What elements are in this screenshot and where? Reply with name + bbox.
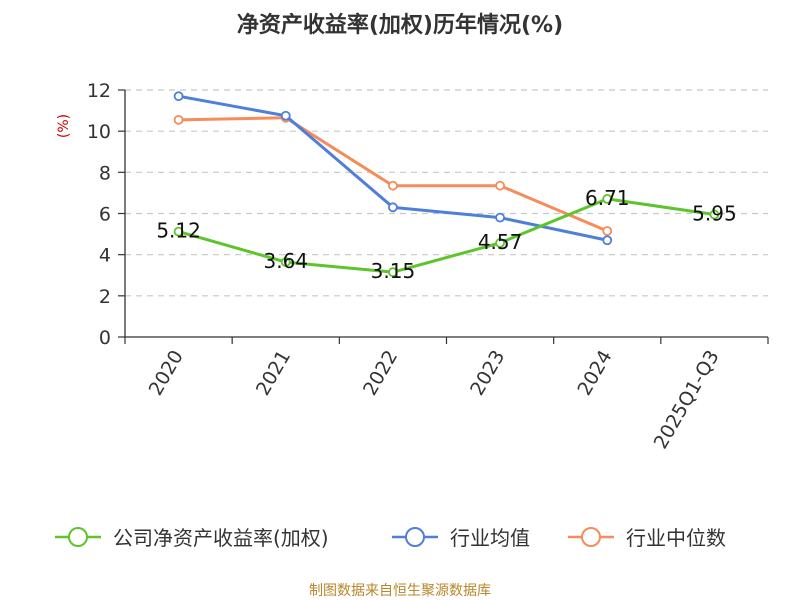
legend-item-2[interactable]: 行业中位数 — [568, 526, 726, 550]
x-tick-label: 2021 — [252, 347, 295, 400]
x-tick-label: 2024 — [573, 347, 616, 400]
data-labels: 5.12 3.64 3.15 4.57 6.71 5.95 — [156, 186, 736, 283]
legend-item-1[interactable]: 行业均值 — [392, 526, 530, 550]
data-point — [388, 267, 398, 278]
y-tick-label: 6 — [99, 204, 111, 226]
y-tick-label: 10 — [87, 121, 111, 143]
series-0 — [173, 193, 720, 278]
data-label: 5.12 — [156, 219, 201, 243]
y-tick-label: 0 — [99, 327, 111, 349]
data-label: 4.57 — [478, 230, 523, 254]
series-lines — [173, 91, 720, 278]
chart-title: 净资产收益率(加权)历年情况(%) — [237, 12, 563, 38]
y-axis-unit-label: (%) — [56, 114, 72, 138]
series-line — [178, 197, 715, 274]
data-point — [280, 257, 291, 267]
y-tick-label: 12 — [87, 80, 111, 102]
data-point — [709, 209, 720, 220]
data-point — [173, 114, 184, 125]
y-tick-label: 8 — [99, 162, 111, 184]
data-point — [495, 238, 505, 248]
legend-marker — [405, 527, 425, 547]
data-point — [602, 193, 613, 204]
gridlines — [125, 89, 768, 297]
data-point — [280, 110, 291, 121]
legend-label: 行业中位数 — [626, 526, 726, 550]
legend-marker — [581, 527, 601, 547]
data-point — [173, 91, 184, 102]
data-point — [602, 226, 613, 236]
x-tick-label: 2020 — [145, 347, 188, 400]
x-tick-label: 2025Q1-Q3 — [650, 347, 724, 453]
y-tick-label: 4 — [99, 245, 111, 267]
data-label: 3.64 — [263, 249, 308, 273]
data-point — [495, 212, 505, 223]
data-point — [388, 202, 398, 213]
y-tick-label: 2 — [99, 286, 111, 308]
legend-label: 公司净资产收益率(加权) — [113, 526, 329, 550]
x-tick-label: 2022 — [359, 347, 402, 400]
data-label: 5.95 — [692, 202, 737, 226]
axes: 0 2 4 6 8 10 12 2020 2021 2022 2023 2024 2025Q1-Q3 — [87, 80, 769, 453]
data-point — [173, 226, 184, 237]
legend-item-0[interactable]: 公司净资产收益率(加权) — [55, 526, 329, 550]
data-label: 3.15 — [371, 259, 416, 283]
legend-label: 行业均值 — [450, 526, 530, 550]
series-2 — [173, 112, 613, 236]
data-point — [602, 235, 613, 246]
legend-marker — [68, 527, 88, 547]
legend[interactable]: 公司净资产收益率(加权) 行业均值 行业中位数 — [55, 526, 726, 550]
data-point — [495, 180, 505, 191]
data-point — [388, 180, 398, 191]
series-1 — [173, 91, 613, 246]
data-source-note: 制图数据来自恒生聚源数据库 — [309, 583, 491, 599]
data-label: 6.71 — [585, 186, 630, 210]
x-tick-label: 2023 — [466, 347, 509, 400]
